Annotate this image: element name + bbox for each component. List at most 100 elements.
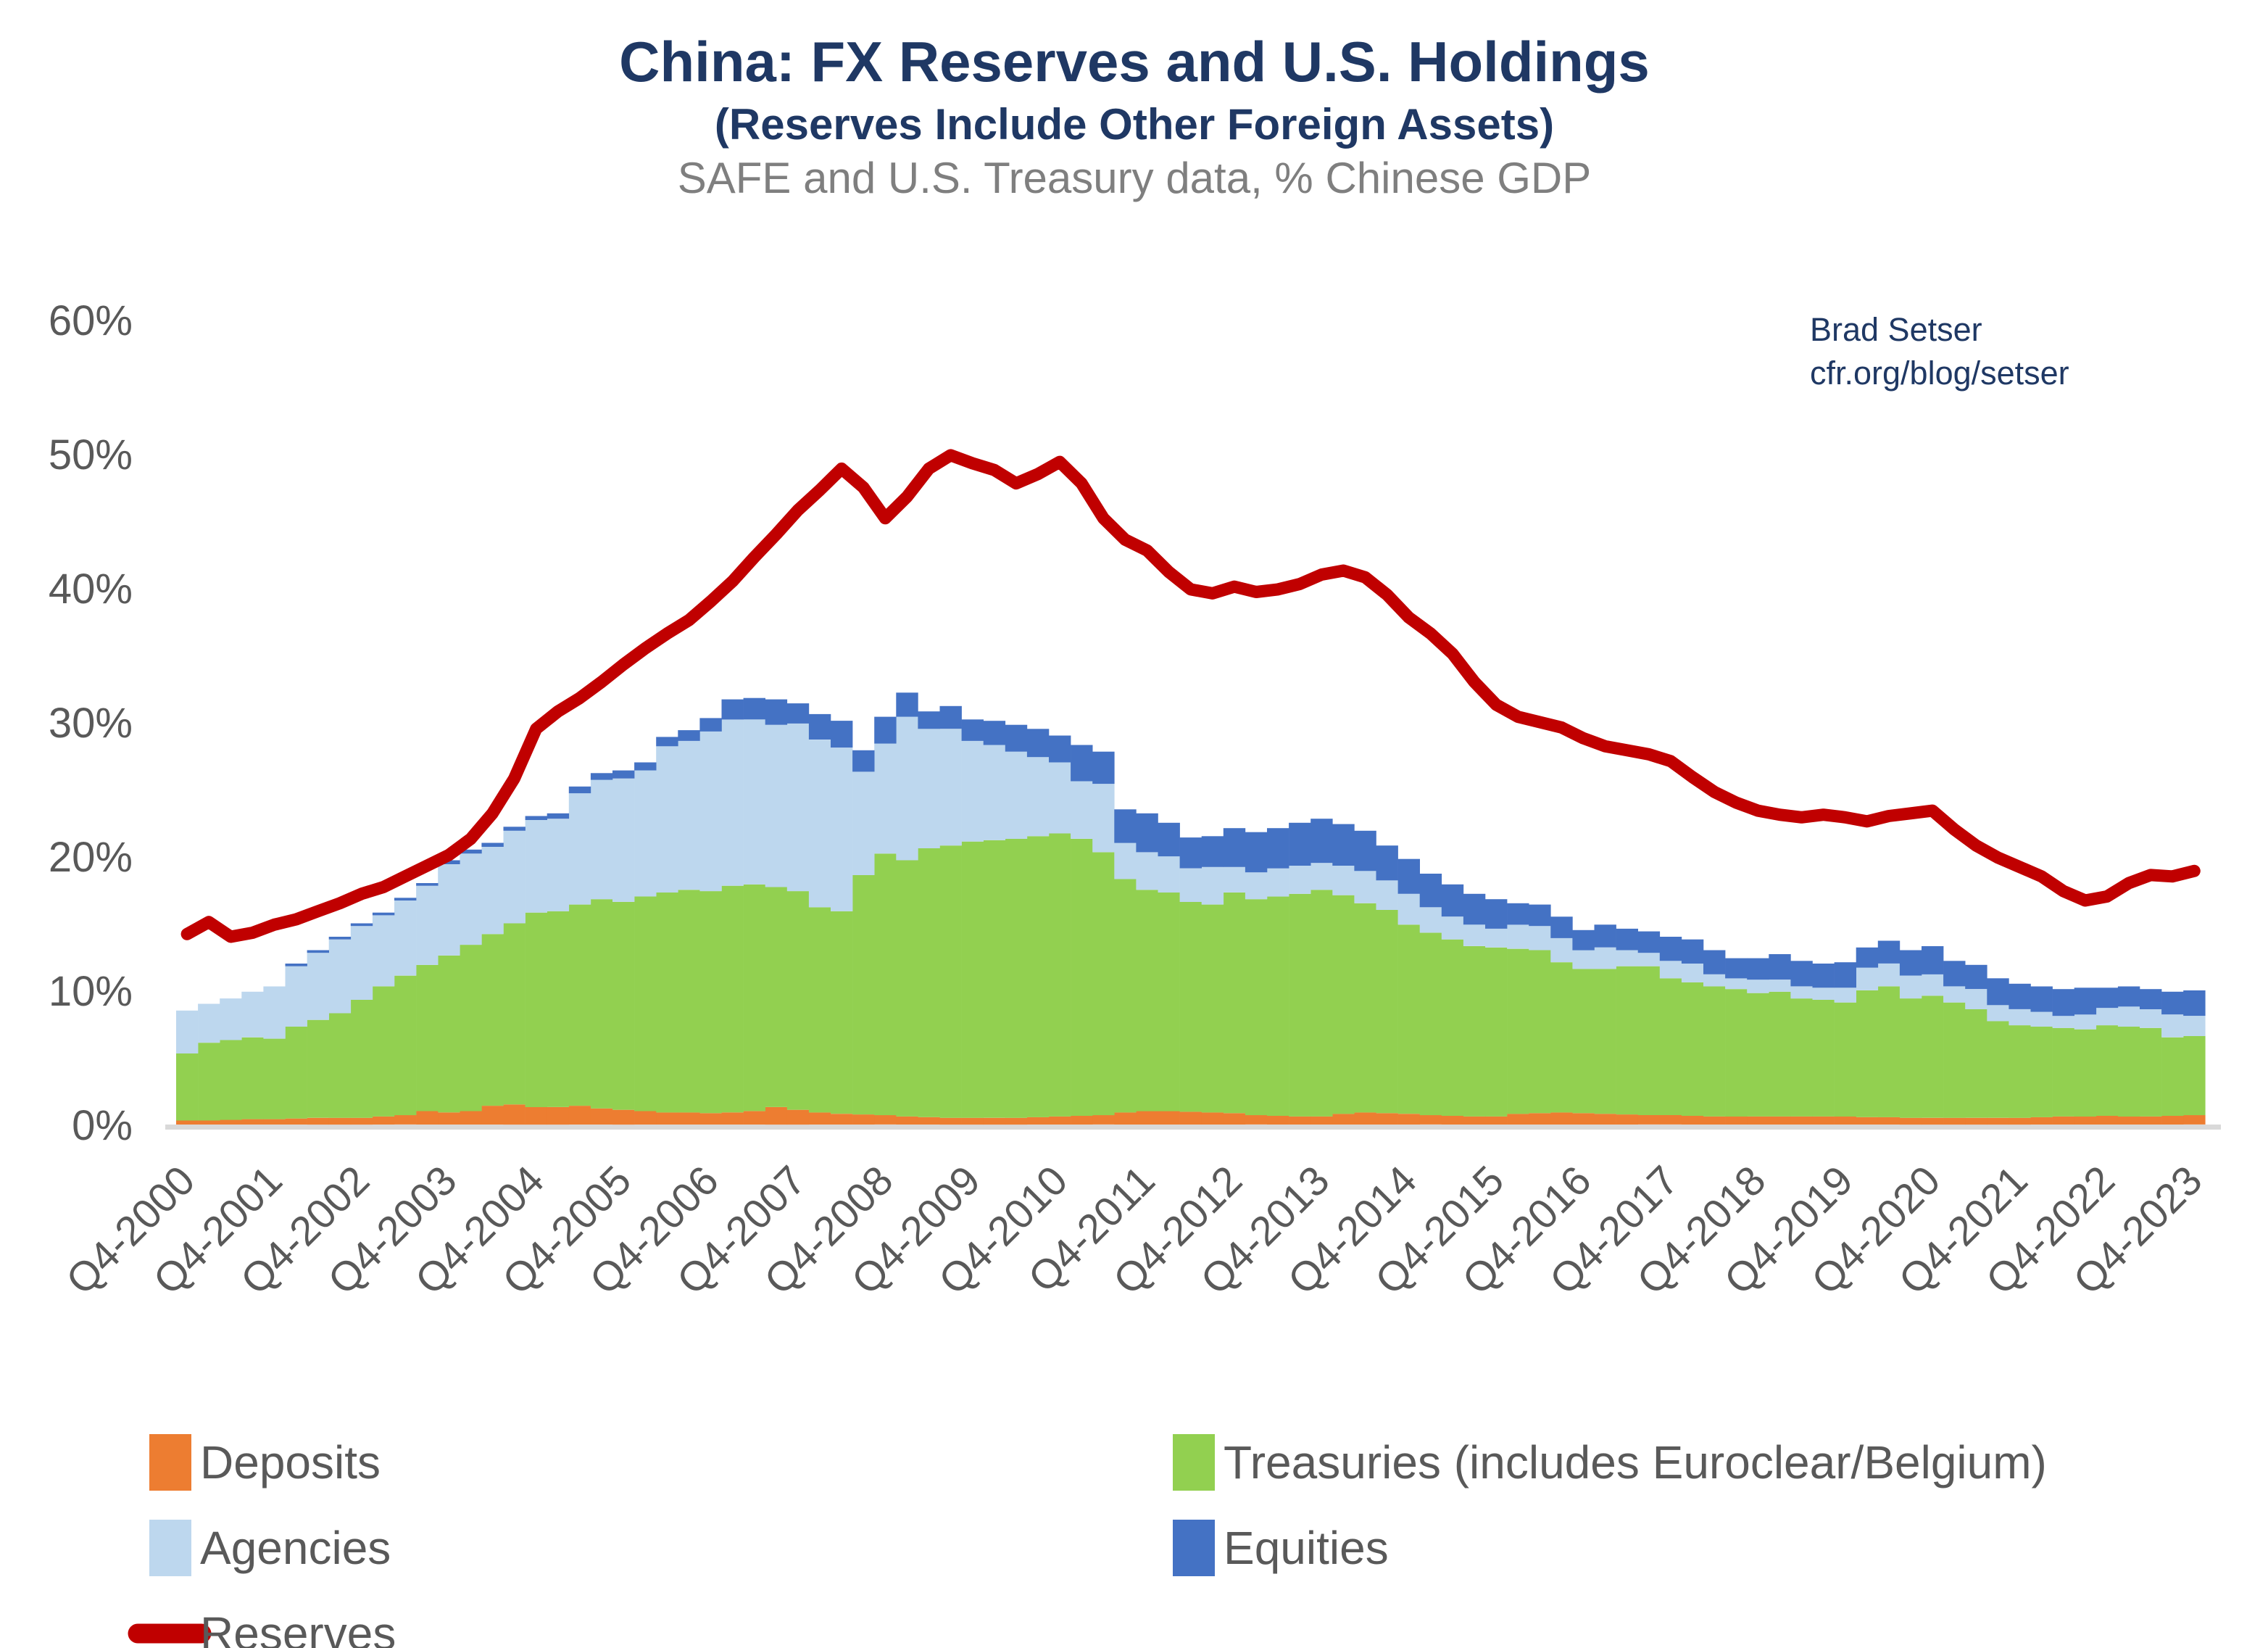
bar-segment bbox=[1201, 904, 1224, 1113]
bar-segment bbox=[765, 1107, 788, 1125]
bar-segment bbox=[896, 692, 918, 717]
bar-segment bbox=[525, 912, 547, 1107]
bar-segment bbox=[2117, 1006, 2140, 1027]
bar-segment bbox=[2117, 1027, 2140, 1117]
bar-segment bbox=[2030, 986, 2053, 1012]
bar-segment bbox=[1049, 1116, 1071, 1125]
bar-segment bbox=[1572, 950, 1595, 969]
bar-segment bbox=[1834, 962, 1856, 988]
legend-swatch bbox=[1173, 1520, 1215, 1576]
legend-item-agencies: Agencies bbox=[149, 1520, 391, 1576]
bar-segment bbox=[1158, 1111, 1180, 1125]
bar-segment bbox=[460, 853, 482, 945]
bar-segment bbox=[1136, 1111, 1158, 1125]
bar-segment bbox=[1245, 832, 1268, 873]
bar-segment bbox=[350, 923, 373, 927]
bar-segment bbox=[1987, 1021, 2009, 1118]
bar-segment bbox=[721, 1112, 744, 1125]
bar-segment bbox=[699, 891, 722, 1114]
bar-segment bbox=[568, 786, 591, 794]
bar-segment bbox=[1965, 964, 1987, 990]
bar-segment bbox=[896, 716, 918, 861]
bar-segment bbox=[568, 793, 591, 905]
chart-subtitle: (Reserves Include Other Foreign Assets) bbox=[715, 100, 1554, 149]
bar-segment bbox=[1419, 907, 1442, 933]
bar-segment bbox=[1354, 1112, 1376, 1125]
plot-area bbox=[165, 449, 2221, 1130]
bar-segment bbox=[307, 1019, 329, 1118]
series-agencies bbox=[176, 716, 2206, 1053]
bar-segment bbox=[1071, 1116, 1093, 1125]
bar-segment bbox=[1441, 916, 1464, 940]
bar-segment bbox=[1397, 858, 1420, 894]
bar-segment bbox=[1267, 828, 1289, 869]
bar-segment bbox=[1223, 1113, 1246, 1125]
bar-segment bbox=[1049, 833, 1071, 1117]
bar-segment bbox=[939, 1117, 962, 1125]
bar-segment bbox=[656, 737, 678, 747]
bar-segment bbox=[394, 900, 417, 976]
bar-segment bbox=[1769, 980, 1791, 992]
bar-segment bbox=[1659, 961, 1682, 979]
bar-segment bbox=[1769, 954, 1791, 980]
bar-segment bbox=[1463, 1116, 1486, 1125]
bar-segment bbox=[1289, 865, 1311, 894]
bar-segment bbox=[808, 713, 831, 740]
bar-segment bbox=[1179, 901, 1202, 1112]
bar-segment bbox=[1550, 916, 1573, 938]
bar-segment bbox=[1136, 813, 1158, 853]
bar-segment bbox=[2074, 987, 2097, 1015]
series-equities bbox=[285, 692, 2206, 1016]
bar-segment bbox=[1376, 910, 1398, 1114]
bar-segment bbox=[1005, 751, 1028, 839]
bar-segment bbox=[1507, 903, 1529, 925]
bar-segment bbox=[1397, 893, 1420, 925]
bar-segment bbox=[656, 746, 678, 893]
bar-segment bbox=[721, 719, 744, 886]
bar-segment bbox=[1681, 964, 1704, 982]
bar-segment bbox=[416, 1111, 439, 1125]
bar-segment bbox=[198, 1003, 220, 1043]
bar-segment bbox=[1747, 958, 1769, 980]
bar-segment bbox=[1681, 939, 1704, 964]
bar-segment bbox=[1071, 839, 1093, 1116]
bar-segment bbox=[1790, 1116, 1813, 1125]
bar-segment bbox=[1201, 1112, 1224, 1125]
bar-segment bbox=[1703, 986, 1726, 1117]
bar-segment bbox=[1594, 924, 1616, 948]
bar-segment bbox=[1987, 1005, 2009, 1022]
bar-segment bbox=[1376, 1113, 1398, 1125]
bar-segment bbox=[2183, 990, 2206, 1016]
bar-segment bbox=[198, 1120, 220, 1125]
bar-segment bbox=[416, 964, 439, 1111]
bar-segment bbox=[2161, 1014, 2184, 1038]
bar-segment bbox=[307, 953, 329, 1020]
bar-segment bbox=[1659, 978, 1682, 1115]
bar-segment bbox=[1397, 924, 1420, 1114]
bar-segment bbox=[2030, 1027, 2053, 1117]
bar-segment bbox=[1158, 822, 1180, 857]
bar-segment bbox=[1790, 986, 1813, 999]
bar-segment bbox=[656, 893, 678, 1113]
bar-segment bbox=[1289, 822, 1311, 866]
bar-segment bbox=[1179, 868, 1202, 902]
bar-segment bbox=[220, 1119, 242, 1125]
bar-segment bbox=[808, 907, 831, 1113]
series-deposits bbox=[176, 1104, 2206, 1125]
bar-segment bbox=[241, 1119, 264, 1125]
bar-segment bbox=[678, 730, 700, 741]
x-axis-baseline bbox=[165, 1125, 2221, 1130]
legend-label: Treasuries (includes Euroclear/Belgium) bbox=[1224, 1436, 2047, 1488]
bar-segment bbox=[612, 901, 635, 1110]
bar-segment bbox=[1594, 1114, 1616, 1125]
bar-segment bbox=[263, 1038, 286, 1119]
bar-segment bbox=[1877, 1117, 1901, 1125]
bar-segment bbox=[547, 813, 570, 819]
bar-segment bbox=[1245, 872, 1268, 900]
bar-segment bbox=[1114, 842, 1137, 879]
y-tick-label: 10% bbox=[49, 968, 133, 1015]
bar-segment bbox=[1441, 1116, 1464, 1125]
bar-segment bbox=[1856, 947, 1879, 968]
bar-segment bbox=[786, 891, 810, 1110]
